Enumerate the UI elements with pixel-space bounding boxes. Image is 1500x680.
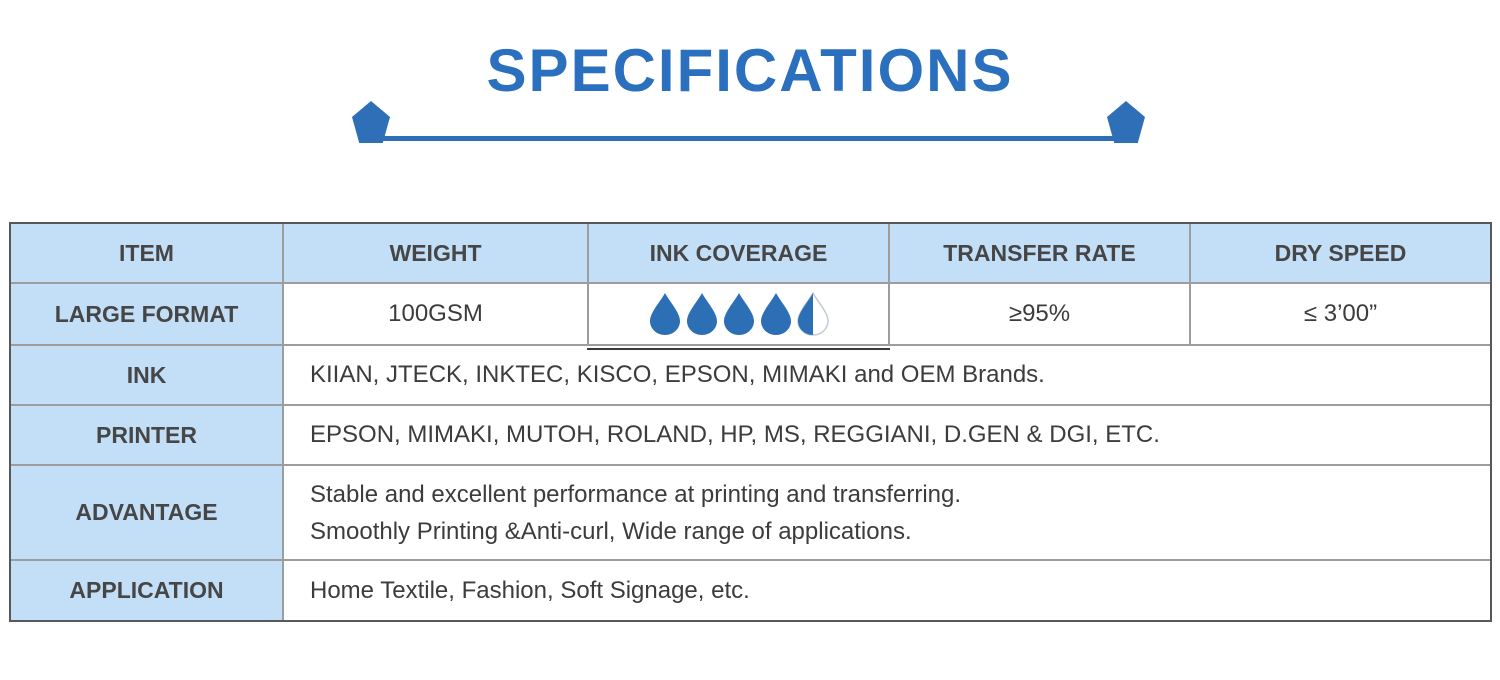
ink-coverage-cell [587, 282, 891, 351]
application-value: Home Textile, Fashion, Soft Signage, etc… [282, 559, 1490, 620]
table-row-ink: INK KIIAN, JTECK, INKTEC, KISCO, EPSON, … [11, 344, 1490, 405]
table-header-row: ITEM WEIGHT INK COVERAGE TRANSFER RATE D… [11, 224, 1490, 283]
row-label-ink: INK [11, 344, 283, 405]
row-label-printer: PRINTER [11, 404, 283, 465]
ink-drop-icon [760, 293, 791, 335]
dry-speed-value: ≤ 3’00” [1189, 282, 1490, 345]
ink-drop-half-icon [796, 292, 829, 336]
table-row-printer: PRINTER EPSON, MIMAKI, MUTOH, ROLAND, HP… [11, 404, 1490, 465]
column-header-weight: WEIGHT [282, 224, 588, 283]
printer-value: EPSON, MIMAKI, MUTOH, ROLAND, HP, MS, RE… [282, 404, 1490, 465]
divider-line [368, 136, 1128, 141]
column-header-ink-coverage: INK COVERAGE [587, 224, 889, 283]
weight-value: 100GSM [282, 282, 588, 345]
page-title: SPECIFICATIONS [486, 37, 1014, 104]
transfer-rate-value: ≥95% [888, 282, 1190, 345]
advantage-value: Stable and excellent performance at prin… [282, 464, 1490, 560]
advantage-line-2: Smoothly Printing &Anti-curl, Wide range… [310, 517, 912, 545]
ink-drop-icon [649, 293, 680, 335]
column-header-item: ITEM [11, 224, 283, 283]
ink-value: KIIAN, JTECK, INKTEC, KISCO, EPSON, MIMA… [282, 344, 1490, 405]
ink-coverage-rating [589, 292, 888, 336]
row-label-large-format: LARGE FORMAT [11, 282, 283, 345]
table-row-application: APPLICATION Home Textile, Fashion, Soft … [11, 559, 1490, 620]
specifications-table: ITEM WEIGHT INK COVERAGE TRANSFER RATE D… [9, 222, 1492, 622]
column-header-transfer-rate: TRANSFER RATE [888, 224, 1190, 283]
table-row-advantage: ADVANTAGE Stable and excellent performan… [11, 464, 1490, 560]
advantage-line-1: Stable and excellent performance at prin… [310, 480, 962, 508]
ink-drop-icon [723, 293, 754, 335]
column-header-dry-speed: DRY SPEED [1189, 224, 1490, 283]
row-label-application: APPLICATION [11, 559, 283, 620]
table-row-large-format: LARGE FORMAT 100GSM ≥95% ≤ 3’00” [11, 282, 1490, 351]
ink-drop-icon [686, 293, 717, 335]
pentagon-right-icon [1107, 101, 1145, 143]
row-label-advantage: ADVANTAGE [11, 464, 283, 560]
